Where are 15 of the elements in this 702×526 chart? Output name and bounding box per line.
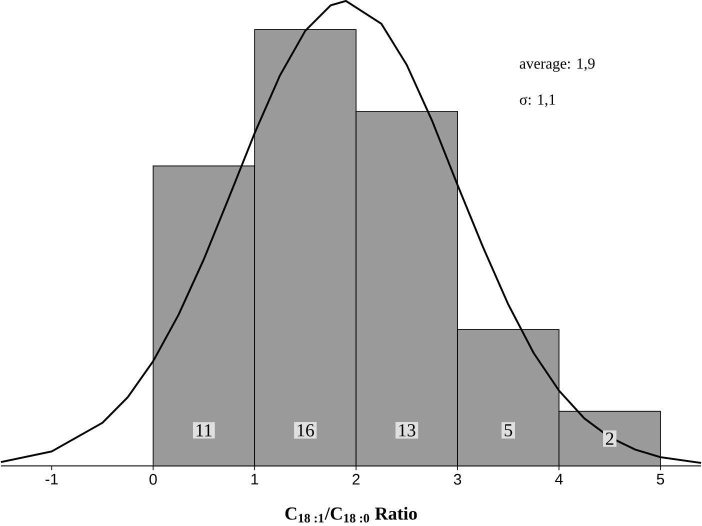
annotation: average: 1,9: [520, 58, 595, 72]
x-tick-label: 3: [454, 474, 462, 485]
data-label: 16: [298, 424, 314, 436]
data-label: 2: [606, 432, 614, 445]
x-tick-label: 4: [555, 474, 563, 484]
x-tick-label: -1: [46, 474, 58, 484]
x-tick-label: 5: [656, 474, 664, 485]
data-label: 13: [399, 424, 416, 436]
x-tick-label: 1: [252, 474, 258, 484]
x-tick-label: 0: [150, 474, 157, 485]
x-axis-title: C$_{18 :1}$/C$_{18 :0}$ Ratio: [285, 506, 417, 522]
x-tick-label: 2: [352, 474, 360, 485]
data-label: 5: [504, 424, 512, 436]
annotation: σ: 1,1: [520, 94, 556, 107]
data-label: 11: [196, 424, 212, 436]
